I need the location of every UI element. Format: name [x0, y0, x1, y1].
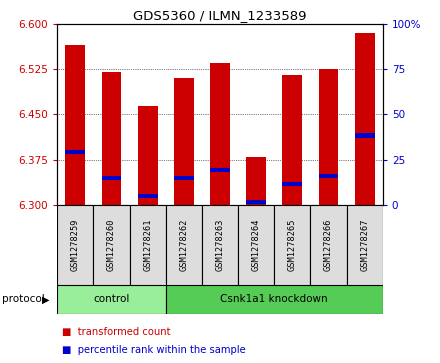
Bar	[66, 45, 85, 205]
Bar	[355, 133, 375, 138]
Text: GSM1278265: GSM1278265	[288, 219, 297, 271]
Bar	[210, 63, 230, 205]
Bar	[238, 205, 274, 285]
Bar	[282, 182, 302, 186]
Text: ■  percentile rank within the sample: ■ percentile rank within the sample	[62, 344, 246, 355]
Text: GSM1278264: GSM1278264	[252, 219, 260, 271]
Bar	[102, 72, 121, 205]
Bar	[202, 205, 238, 285]
Bar	[93, 205, 129, 285]
Bar	[319, 174, 338, 178]
Bar	[174, 176, 194, 180]
Bar	[166, 285, 383, 314]
Text: ■  transformed count: ■ transformed count	[62, 327, 170, 337]
Bar	[166, 205, 202, 285]
Text: GSM1278263: GSM1278263	[216, 219, 224, 271]
Text: GSM1278267: GSM1278267	[360, 219, 369, 271]
Bar	[174, 78, 194, 205]
Bar	[319, 69, 338, 205]
Bar	[274, 205, 311, 285]
Bar	[282, 75, 302, 205]
Bar	[138, 106, 158, 205]
Text: protocol: protocol	[2, 294, 45, 305]
Bar	[246, 200, 266, 204]
Bar	[66, 150, 85, 154]
Bar	[355, 33, 375, 205]
Bar	[129, 205, 166, 285]
Text: GSM1278266: GSM1278266	[324, 219, 333, 271]
Text: GSM1278261: GSM1278261	[143, 219, 152, 271]
Bar	[347, 205, 383, 285]
Bar	[57, 285, 166, 314]
Bar	[246, 157, 266, 205]
Bar	[138, 194, 158, 198]
Text: control: control	[93, 294, 130, 305]
Text: Csnk1a1 knockdown: Csnk1a1 knockdown	[220, 294, 328, 305]
Text: GSM1278262: GSM1278262	[180, 219, 188, 271]
Text: GSM1278259: GSM1278259	[71, 219, 80, 271]
Bar	[57, 205, 93, 285]
Bar	[102, 176, 121, 180]
Text: GSM1278260: GSM1278260	[107, 219, 116, 271]
Title: GDS5360 / ILMN_1233589: GDS5360 / ILMN_1233589	[133, 9, 307, 23]
Bar	[311, 205, 347, 285]
Text: ▶: ▶	[42, 294, 50, 305]
Bar	[210, 168, 230, 172]
